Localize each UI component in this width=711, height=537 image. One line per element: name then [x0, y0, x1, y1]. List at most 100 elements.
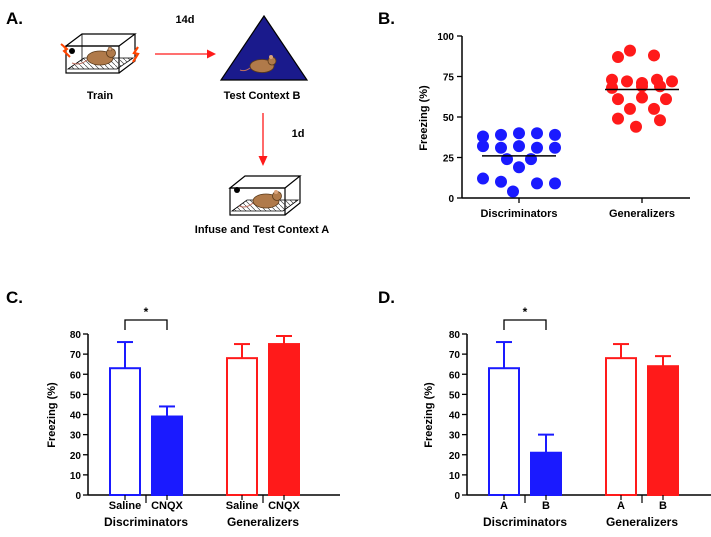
group-label: Discriminators [104, 515, 188, 529]
data-point [507, 185, 519, 198]
arrow-14d-label: 14d [176, 14, 195, 26]
data-point [648, 102, 660, 115]
data-point [525, 153, 537, 166]
data-point [612, 51, 624, 64]
data-point [501, 153, 513, 166]
mouse-icon [71, 46, 116, 66]
y-axis-label: Freezing (%) [46, 382, 58, 448]
bar [488, 367, 520, 496]
panel-a-label: A. [6, 9, 23, 28]
data-point [477, 130, 489, 143]
context-b-triangle [219, 14, 309, 81]
train-cage [60, 33, 140, 74]
data-point [621, 75, 633, 88]
data-point [549, 128, 561, 141]
x-tick-label: A [617, 500, 625, 512]
data-point [513, 127, 525, 140]
panel-b-label: B. [378, 9, 395, 28]
group-label: Generalizers [227, 515, 299, 529]
x-tick-label: A [500, 500, 508, 512]
data-point [531, 127, 543, 140]
x-tick-label: Discriminators [480, 208, 557, 220]
y-tick-label: 30 [449, 431, 461, 442]
x-tick-label: Saline [109, 500, 141, 512]
data-point [666, 75, 678, 88]
bar [647, 365, 679, 497]
data-point [531, 141, 543, 154]
panel-d: D. Freezing (%) 0 10 20 30 40 50 60 70 80 A B A B Dis… [378, 288, 711, 529]
significance-bracket [503, 319, 547, 330]
light-icon [234, 187, 240, 193]
group-label: Discriminators [483, 515, 567, 529]
y-tick-label: 20 [449, 451, 461, 462]
data-point [495, 175, 507, 188]
y-tick-label: 70 [70, 350, 82, 361]
data-point [624, 102, 636, 115]
data-point [549, 177, 561, 190]
x-tick-label: CNQX [151, 500, 183, 512]
y-tick-label: 10 [449, 471, 461, 482]
data-point [648, 49, 660, 62]
data-point [549, 141, 561, 154]
shock-icon [132, 46, 140, 63]
y-tick-label: 80 [449, 330, 461, 341]
y-tick-label: 70 [449, 350, 461, 361]
y-tick-label: 30 [70, 431, 82, 442]
panel-c-label: C. [6, 288, 23, 307]
y-tick-label: 0 [448, 194, 454, 205]
data-point [477, 140, 489, 153]
y-tick-label: 80 [70, 330, 82, 341]
y-tick-label: 10 [70, 471, 82, 482]
x-tick-label: CNQX [268, 500, 300, 512]
bar [605, 357, 637, 496]
panel-c: C. Freezing (%) 0 10 20 30 40 50 60 70 80 Saline C… [6, 288, 340, 529]
panel-d-label: D. [378, 288, 395, 307]
y-tick-label: 40 [449, 411, 461, 422]
data-point [495, 141, 507, 154]
d-plot: 0 10 20 30 40 50 60 70 80 A B A B Discriminators Gener… [449, 305, 711, 529]
data-point [477, 172, 489, 185]
c-plot: 0 10 20 30 40 50 60 70 80 Saline CNQX Saline CNQX Dis… [70, 305, 340, 529]
y-tick-label: 60 [449, 370, 461, 381]
bar [151, 415, 183, 497]
mouse-icon [238, 190, 282, 209]
x-tick-label: Generalizers [609, 208, 675, 220]
y-tick-label: 100 [437, 32, 454, 43]
arrow-head [258, 156, 268, 166]
data-point [636, 80, 648, 93]
infuse-test-a-label: Infuse and Test Context A [195, 224, 330, 236]
group-label: Generalizers [606, 515, 678, 529]
b-axes: 0 25 50 75 100 Discriminators Generalizers [437, 32, 690, 220]
significance-star: * [523, 305, 528, 319]
x-tick-label: Saline [226, 500, 258, 512]
y-tick-label: 75 [443, 73, 455, 84]
data-point [531, 177, 543, 190]
data-point [612, 112, 624, 125]
y-axis-label: Freezing (%) [418, 85, 430, 151]
y-tick-label: 50 [70, 390, 82, 401]
data-point [624, 44, 636, 57]
b-points [477, 44, 679, 198]
panel-a: A. Train 14d [6, 9, 329, 236]
y-tick-label: 40 [70, 411, 82, 422]
context-a-cage [228, 175, 302, 216]
data-point [513, 140, 525, 153]
y-tick-label: 60 [70, 370, 82, 381]
train-label: Train [87, 90, 114, 102]
shock-icon [60, 43, 71, 58]
significance-bracket [124, 319, 168, 330]
significance-star: * [144, 305, 149, 319]
data-point [654, 80, 666, 93]
data-point [513, 161, 525, 174]
bar [226, 357, 258, 496]
bar [109, 367, 141, 496]
x-tick-label: B [659, 500, 667, 512]
y-tick-label: 25 [443, 154, 455, 165]
data-point [660, 93, 672, 106]
y-tick-label: 20 [70, 451, 82, 462]
bar [530, 451, 562, 496]
light-icon [69, 48, 75, 54]
y-tick-label: 50 [443, 113, 455, 124]
mouse-icon [239, 55, 277, 73]
